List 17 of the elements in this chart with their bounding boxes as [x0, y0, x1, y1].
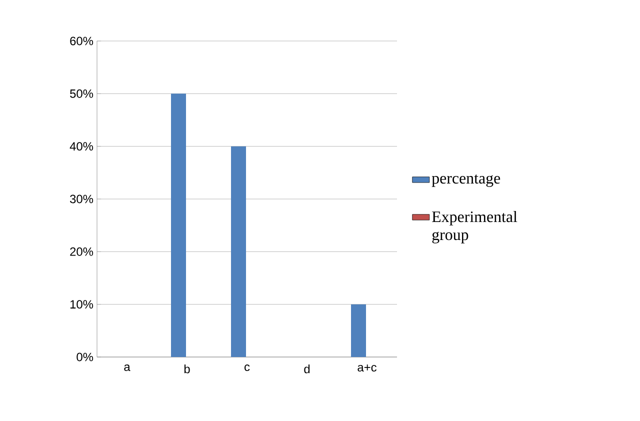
y-tick-label: 20%	[70, 247, 94, 256]
legend-label: percentage	[432, 174, 500, 187]
x-tick-label: b	[184, 364, 190, 374]
bar	[351, 304, 366, 357]
x-tick-label: c	[244, 364, 250, 372]
x-tick-label: a+c	[358, 364, 376, 372]
bar	[171, 94, 186, 357]
y-tick-label: 40%	[70, 142, 94, 151]
y-tick-label: 50%	[70, 89, 94, 98]
bar	[231, 146, 246, 357]
x-tick-label: d	[304, 364, 310, 374]
y-tick-label: 60%	[70, 36, 94, 46]
x-tick-label: a	[124, 364, 130, 372]
legend-label: Experimental group	[432, 210, 518, 244]
y-tick-label: 0%	[76, 352, 94, 362]
y-tick-label: 10%	[70, 300, 94, 309]
y-tick-label: 30%	[70, 194, 94, 204]
